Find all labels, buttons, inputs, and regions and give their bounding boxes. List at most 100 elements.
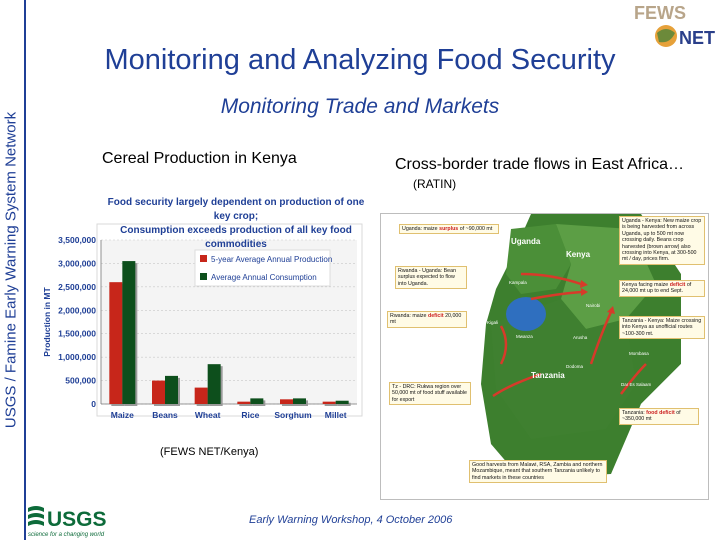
- y-tick-label: 2,000,000: [58, 305, 96, 315]
- bar-consumption: [122, 261, 136, 404]
- legend-label: 5-year Average Annual Production: [211, 255, 332, 264]
- trade-flow-arrow: [492, 372, 542, 398]
- x-tick-label: Wheat: [195, 410, 221, 420]
- annotation-malawi: Good harvests from Malawi, RSA, Zambia a…: [469, 460, 607, 484]
- lake-victoria: [506, 297, 546, 331]
- sidebar-divider: [24, 0, 26, 540]
- map-city-nairobi: Nairobi: [586, 303, 601, 308]
- chart-source: (FEWS NET/Kenya): [160, 446, 259, 458]
- trade-flow-arrows: [492, 272, 647, 398]
- annotation-rwanda-uganda: Rwanda - Uganda: Bean surplus expected t…: [395, 266, 467, 290]
- annotation-kenya: Kenya facing maize deficit of 24,000 mt …: [619, 280, 705, 297]
- chart-header-line1: Food security largely dependent on produ…: [107, 197, 365, 222]
- trade-flow-arrowhead: [581, 288, 588, 296]
- globe-icon: [655, 25, 677, 47]
- map-label-kenya: Kenya: [566, 250, 591, 259]
- y-tick-label: 500,000: [65, 376, 96, 386]
- annotation-uganda-kenya: Uganda - Kenya: New maize crop is being …: [619, 216, 705, 265]
- bar-consumption: [207, 364, 221, 404]
- annotation-tanzania-pre: Tanzania:: [622, 410, 645, 416]
- usgs-tagline: science for a changing world: [28, 532, 105, 538]
- net-logo-text: NET: [679, 28, 715, 48]
- bar-shadow: [324, 403, 338, 406]
- x-tick-label: Maize: [111, 410, 134, 420]
- chart-header-line2: Consumption exceeds production of all ke…: [120, 225, 352, 250]
- footer-text: Early Warning Workshop, 4 October 2006: [249, 514, 453, 526]
- x-tick-label: Beans: [152, 410, 178, 420]
- usgs-wave-icon: [28, 506, 44, 526]
- annotation-kenya-post: of 24,000 mt up to end Sept.: [622, 282, 692, 295]
- usgs-logo: USGS science for a changing world: [28, 506, 107, 538]
- map-city-kigali: Kigali: [487, 320, 499, 325]
- cereal-chart: 0 500,000 1,000,000 1,500,000 2,000,000 2,500…: [37, 190, 367, 440]
- annotation-uganda-red: surplus: [439, 226, 459, 232]
- trade-flow-arrowheads: [580, 280, 615, 314]
- annotation-kenya-pre: Kenya facing maize: [622, 282, 669, 288]
- annotation-tanzania-kenya: Tanzania - Kenya: Maize crossing into Ke…: [619, 316, 705, 340]
- map-city-mombasa: Mombasa: [629, 351, 649, 356]
- annotation-tz-drc: Tz - DRC: Rukwa region over 50,000 mt of…: [389, 382, 471, 406]
- y-tick-label: 0: [91, 399, 96, 409]
- map-caption-text: Cross-border trade flows in East Africa…: [395, 156, 684, 173]
- annotation-uganda-post: of ~90,000 mt: [459, 226, 493, 232]
- sidebar-vertical-text: USGS / Famine Early Warning System Netwo…: [2, 111, 20, 429]
- legend-swatch: [200, 255, 207, 262]
- map-caption-source: (RATIN): [413, 177, 457, 191]
- bar-production: [237, 401, 251, 404]
- x-tick-label: Millet: [325, 410, 347, 420]
- annotation-uganda: Uganda: maize surplus of ~90,000 mt: [399, 224, 499, 235]
- bar-production: [109, 282, 123, 404]
- fews-net-logo: FEWS NET: [626, 0, 720, 52]
- annotation-rwanda-red: deficit: [428, 313, 444, 319]
- y-tick-label: 2,500,000: [58, 282, 96, 292]
- trade-flow-arrow: [520, 272, 582, 286]
- trade-flow-arrow: [589, 311, 613, 365]
- x-tick-label: Rice: [241, 410, 259, 420]
- trade-flow-arrow: [499, 325, 508, 365]
- x-tick-label: Sorghum: [274, 410, 312, 420]
- bar-shadow: [337, 402, 351, 406]
- annotation-tanzania: Tanzania: food deficit of ~350,000 mt: [619, 408, 699, 425]
- map-city-kampala: Kampala: [509, 280, 527, 285]
- y-tick-label: 1,000,000: [58, 352, 96, 362]
- legend-swatch: [200, 273, 207, 280]
- bar-consumption: [250, 398, 264, 404]
- bar-production: [152, 380, 165, 404]
- page-title: Monitoring and Analyzing Food Security: [104, 44, 616, 76]
- trade-flow-arrowhead: [607, 306, 615, 314]
- page-subtitle: Monitoring Trade and Markets: [220, 95, 500, 118]
- sidebar-band: USGS / Famine Early Warning System Netwo…: [0, 0, 22, 540]
- trade-flow-arrowhead: [580, 280, 588, 288]
- chart-header: Food security largely dependent on produ…: [105, 196, 367, 252]
- map-city-arusha: Arusha: [573, 335, 588, 340]
- annotation-rwanda-post: 20,000 mt: [390, 313, 462, 326]
- chart-caption: Cereal Production in Kenya: [102, 150, 297, 167]
- bar-consumption: [165, 375, 178, 404]
- y-tick-label: 3,500,000: [58, 235, 96, 245]
- y-axis-title: Production in MT: [42, 286, 52, 356]
- bar-consumption: [293, 398, 306, 404]
- annotation-rwanda: Rwanda: maize deficit 20,000 mt: [387, 311, 467, 328]
- annotation-tanzania-post: of ~350,000 mt: [622, 410, 681, 423]
- trade-map: Uganda Kenya Tanzania Kampala Nairobi Mo…: [380, 213, 709, 500]
- annotation-uganda-pre: Uganda: maize: [402, 226, 438, 232]
- fews-logo-text: FEWS: [634, 3, 686, 23]
- map-label-uganda: Uganda: [511, 237, 541, 246]
- bar-consumption: [335, 400, 349, 404]
- bar-production: [280, 399, 293, 404]
- y-tick-label: 1,500,000: [58, 329, 96, 339]
- bar-production: [322, 401, 336, 404]
- annotation-rwanda-pre: Rwanda: maize: [390, 313, 427, 319]
- trade-flow-arrow: [620, 363, 647, 395]
- chart-svg: 0 500,000 1,000,000 1,500,000 2,000,000 2,500…: [42, 223, 363, 420]
- map-city-dodoma: Dodoma: [566, 364, 584, 369]
- bar-shadow: [239, 403, 253, 406]
- map-label-tanzania: Tanzania: [531, 371, 565, 380]
- legend-label: Average Annual Consumption: [211, 273, 317, 282]
- tanzania-region: [491, 299, 636, 439]
- annotation-tanzania-red: food deficit: [646, 410, 675, 416]
- usgs-logo-text: USGS: [47, 508, 107, 531]
- legend-box: [194, 249, 331, 287]
- bar-production: [194, 387, 208, 404]
- map-city-mwanza: Mwanza: [516, 334, 533, 339]
